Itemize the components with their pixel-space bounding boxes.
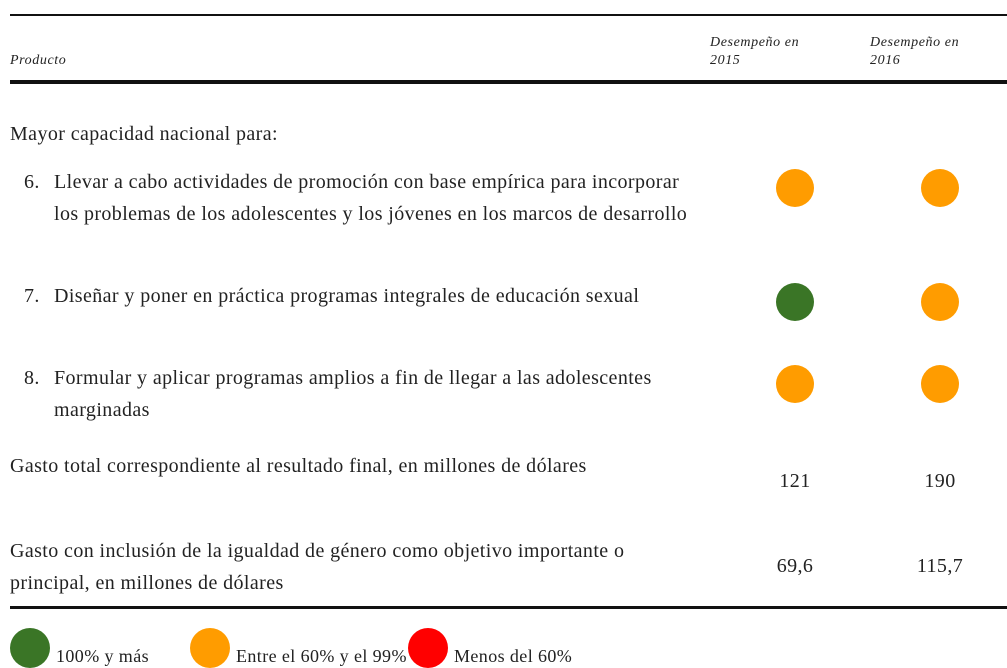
bottom-rule — [10, 606, 1007, 609]
status-dot — [408, 628, 448, 668]
status-dot — [776, 365, 814, 403]
legend-label: 100% y más — [56, 646, 149, 666]
item-number: 6. — [24, 171, 40, 193]
value-2016: 115,7 — [916, 555, 964, 577]
item-text: Llevar a cabo actividades de promoción c… — [54, 171, 688, 225]
legend-label: Entre el 60% y el 99% — [236, 646, 407, 666]
top-rule — [10, 14, 1007, 16]
status-circle — [921, 169, 959, 207]
section-label: Mayor capacidad nacional para: — [10, 123, 278, 145]
status-circle — [10, 628, 50, 668]
item-text: Diseñar y poner en práctica programas in… — [54, 285, 640, 307]
item-number: 8. — [24, 367, 40, 389]
status-dot — [921, 283, 959, 321]
status-dot — [10, 628, 50, 668]
status-circle — [921, 283, 959, 321]
status-circle — [776, 169, 814, 207]
header-2016: Desempeño en 2016 — [870, 35, 960, 68]
header-rule — [10, 80, 1007, 84]
item-text: Formular y aplicar programas amplios a f… — [54, 367, 652, 421]
value-2015: 69,6 — [776, 555, 814, 577]
status-dot — [776, 283, 814, 321]
status-circle — [921, 365, 959, 403]
value-2015: 121 — [779, 470, 811, 492]
status-dot — [921, 169, 959, 207]
status-dot — [190, 628, 230, 668]
legend-label: Menos del 60% — [454, 646, 573, 666]
status-dot — [921, 365, 959, 403]
item-number: 7. — [24, 285, 40, 307]
status-dot — [776, 169, 814, 207]
total-label: Gasto con inclusión de la igualdad de gé… — [10, 540, 625, 594]
header-product: Producto — [10, 53, 67, 68]
status-circle — [190, 628, 230, 668]
status-circle — [408, 628, 448, 668]
status-circle — [776, 365, 814, 403]
status-circle — [776, 283, 814, 321]
value-2016: 190 — [924, 470, 956, 492]
total-label: Gasto total correspondiente al resultado… — [10, 455, 587, 477]
header-2015: Desempeño en 2015 — [710, 35, 800, 68]
